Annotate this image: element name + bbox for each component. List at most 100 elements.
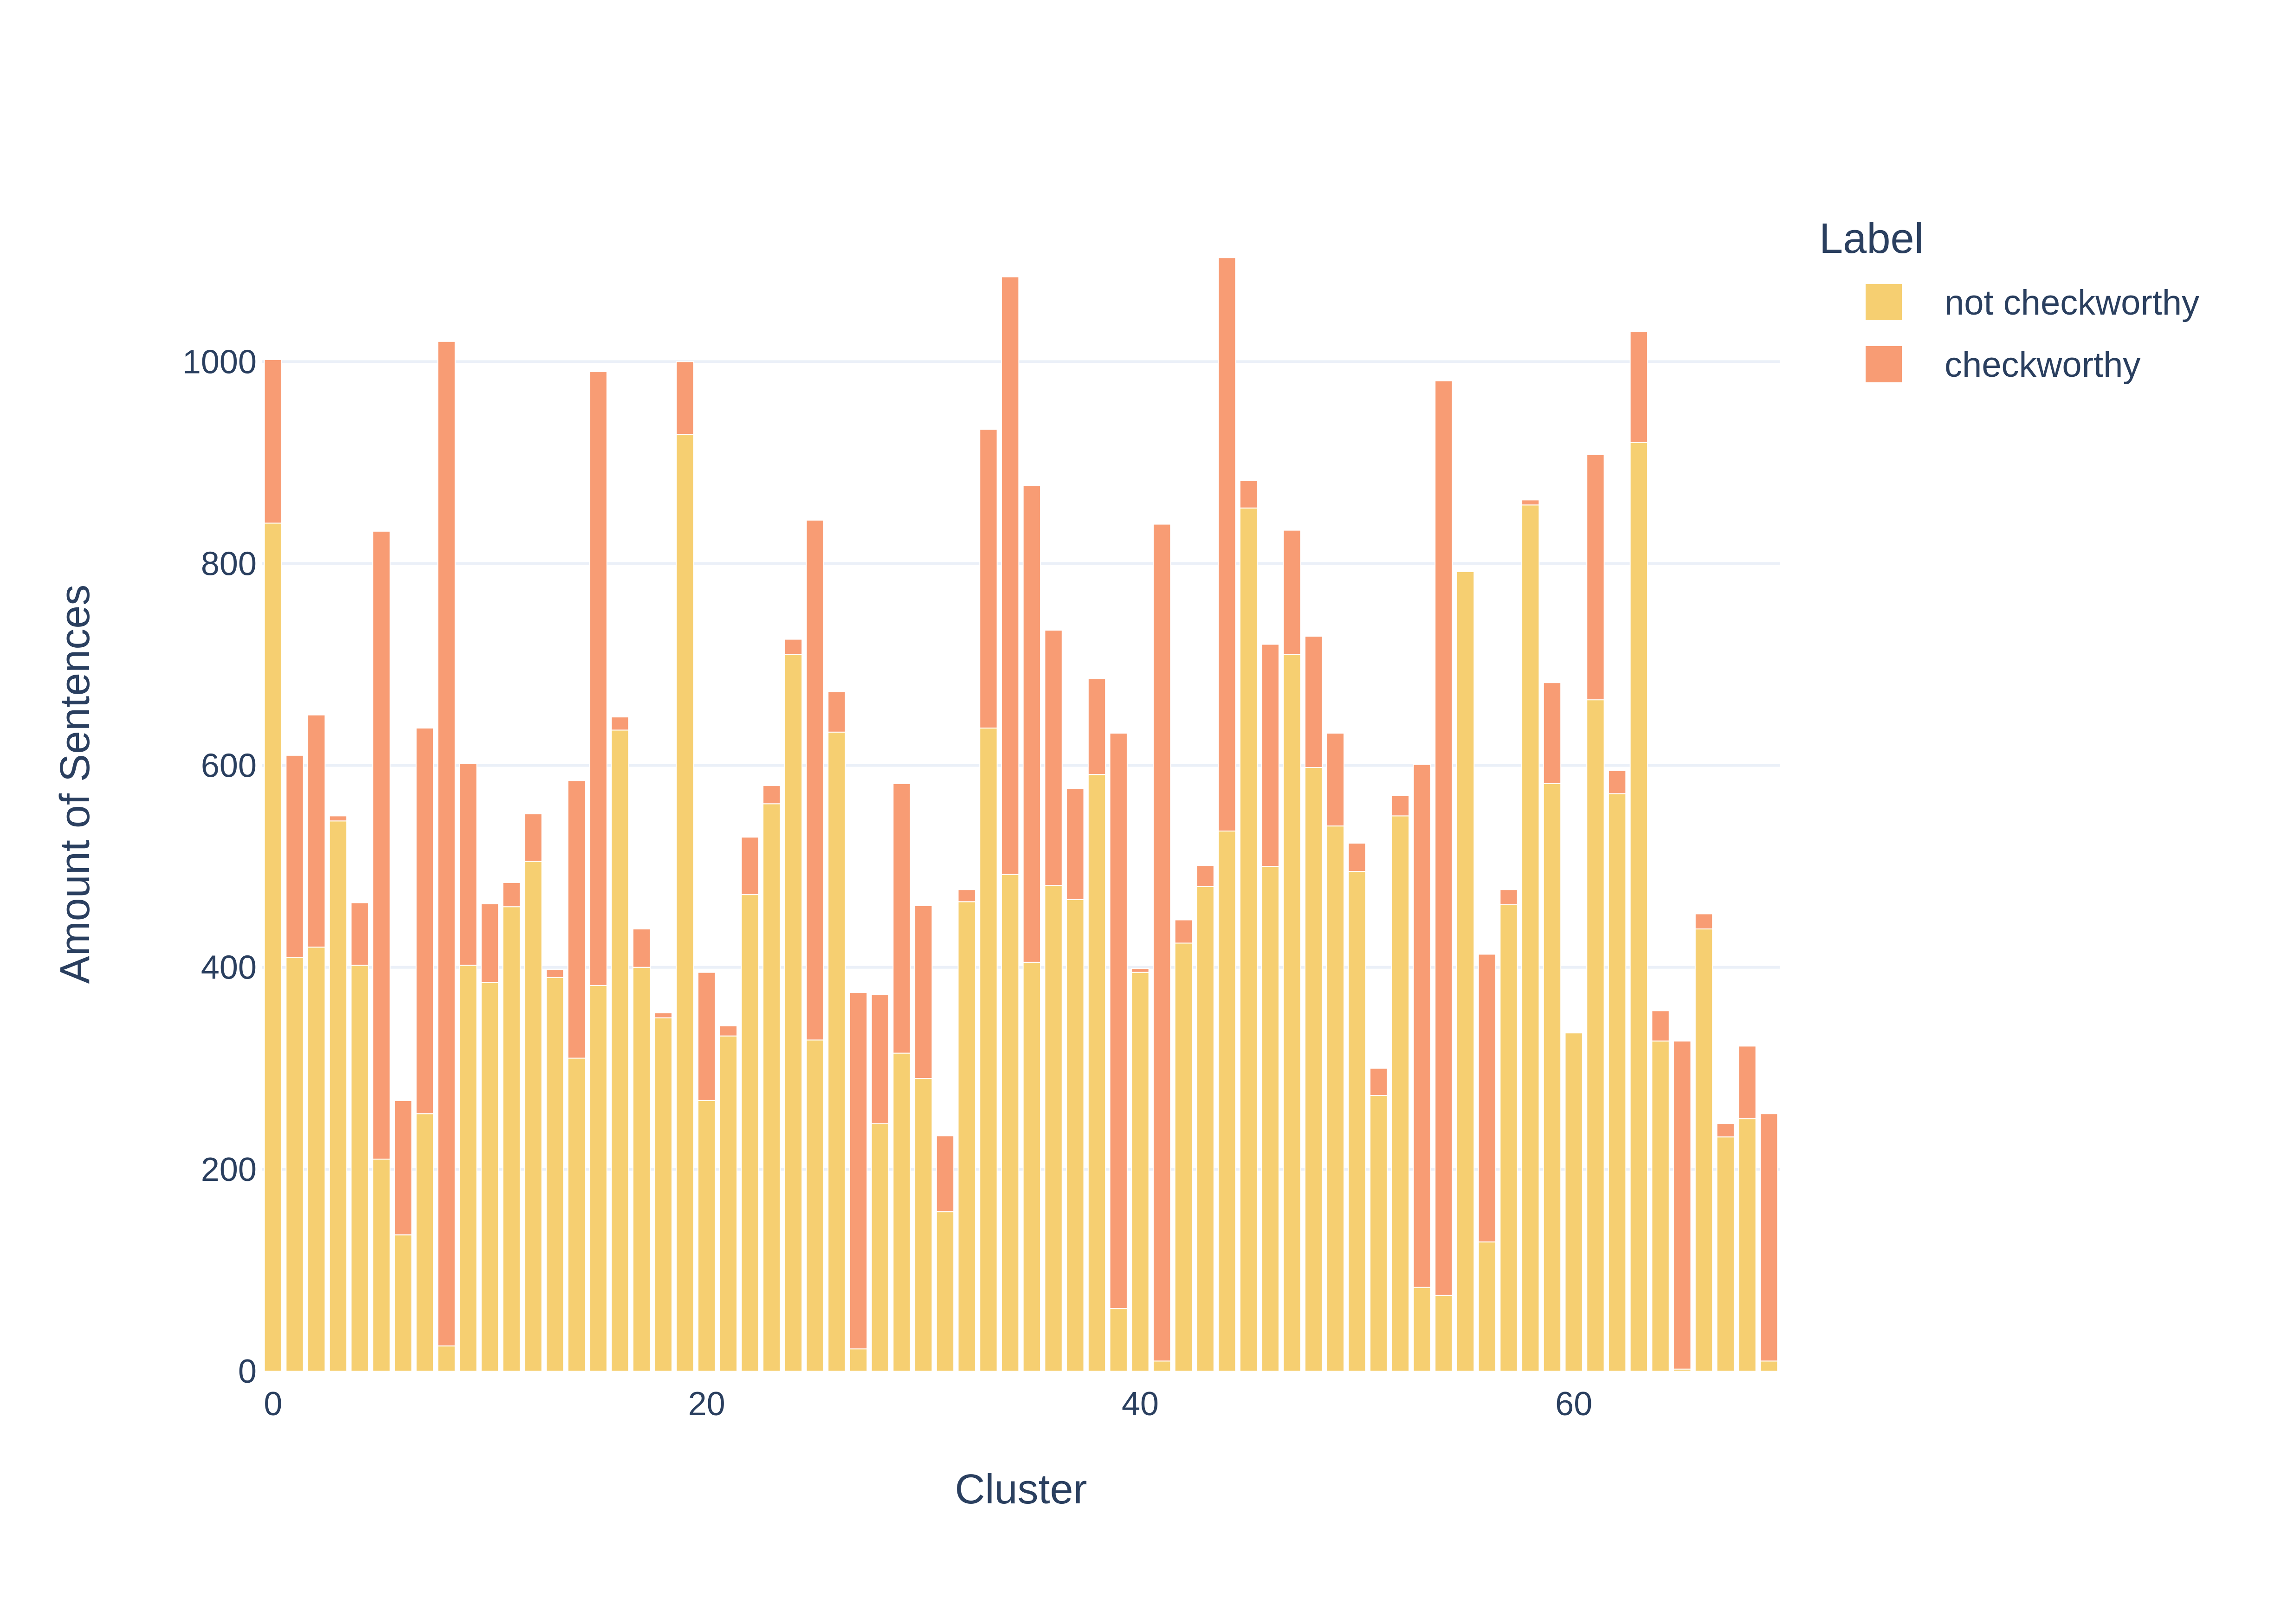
- bar-not-checkworthy-cluster-5[interactable]: [372, 1159, 391, 1372]
- bar-checkworthy-cluster-62[interactable]: [1608, 770, 1627, 794]
- bar-checkworthy-cluster-56[interactable]: [1478, 954, 1497, 1243]
- bar-checkworthy-cluster-16[interactable]: [611, 716, 629, 731]
- bar-checkworthy-cluster-29[interactable]: [892, 783, 911, 1054]
- bar-not-checkworthy-cluster-28[interactable]: [871, 1123, 890, 1372]
- bar-not-checkworthy-cluster-48[interactable]: [1304, 767, 1323, 1372]
- bar-checkworthy-cluster-39[interactable]: [1109, 732, 1128, 1309]
- bar-not-checkworthy-cluster-19[interactable]: [676, 433, 694, 1372]
- bar-not-checkworthy-cluster-59[interactable]: [1543, 783, 1562, 1372]
- bar-not-checkworthy-cluster-64[interactable]: [1651, 1040, 1670, 1372]
- bar-checkworthy-cluster-37[interactable]: [1066, 788, 1085, 900]
- bar-checkworthy-cluster-5[interactable]: [372, 530, 391, 1160]
- bar-not-checkworthy-cluster-54[interactable]: [1434, 1295, 1453, 1372]
- bar-not-checkworthy-cluster-34[interactable]: [1001, 874, 1020, 1372]
- bar-checkworthy-cluster-44[interactable]: [1218, 257, 1236, 832]
- bar-checkworthy-cluster-23[interactable]: [762, 785, 781, 805]
- bar-not-checkworthy-cluster-49[interactable]: [1326, 825, 1345, 1372]
- bar-not-checkworthy-cluster-7[interactable]: [415, 1113, 434, 1372]
- bar-not-checkworthy-cluster-45[interactable]: [1239, 507, 1258, 1372]
- bar-not-checkworthy-cluster-36[interactable]: [1044, 885, 1063, 1372]
- bar-checkworthy-cluster-35[interactable]: [1022, 485, 1041, 963]
- bar-not-checkworthy-cluster-68[interactable]: [1738, 1118, 1757, 1372]
- bar-checkworthy-cluster-65[interactable]: [1673, 1040, 1692, 1370]
- bar-not-checkworthy-cluster-63[interactable]: [1629, 442, 1648, 1372]
- bar-checkworthy-cluster-7[interactable]: [415, 728, 434, 1115]
- bar-not-checkworthy-cluster-23[interactable]: [762, 803, 781, 1372]
- bar-not-checkworthy-cluster-46[interactable]: [1261, 866, 1279, 1372]
- bar-checkworthy-cluster-4[interactable]: [350, 902, 369, 966]
- bar-checkworthy-cluster-10[interactable]: [480, 903, 499, 983]
- bar-checkworthy-cluster-66[interactable]: [1694, 913, 1713, 930]
- bar-not-checkworthy-cluster-33[interactable]: [979, 728, 998, 1372]
- bar-checkworthy-cluster-26[interactable]: [827, 691, 846, 733]
- bar-not-checkworthy-cluster-41[interactable]: [1152, 1360, 1171, 1372]
- bar-not-checkworthy-cluster-2[interactable]: [307, 947, 326, 1372]
- bar-checkworthy-cluster-48[interactable]: [1304, 636, 1323, 768]
- bar-checkworthy-cluster-13[interactable]: [545, 969, 564, 978]
- bar-not-checkworthy-cluster-22[interactable]: [741, 894, 759, 1372]
- bar-checkworthy-cluster-21[interactable]: [719, 1025, 738, 1037]
- bar-checkworthy-cluster-69[interactable]: [1759, 1113, 1778, 1362]
- bar-not-checkworthy-cluster-58[interactable]: [1521, 504, 1540, 1372]
- bar-not-checkworthy-cluster-50[interactable]: [1348, 871, 1366, 1372]
- bar-checkworthy-cluster-47[interactable]: [1283, 529, 1301, 655]
- bar-not-checkworthy-cluster-51[interactable]: [1370, 1095, 1388, 1372]
- bar-not-checkworthy-cluster-62[interactable]: [1608, 793, 1627, 1372]
- bar-checkworthy-cluster-51[interactable]: [1370, 1068, 1388, 1096]
- bar-checkworthy-cluster-54[interactable]: [1434, 380, 1453, 1296]
- bar-checkworthy-cluster-27[interactable]: [849, 992, 868, 1350]
- bar-checkworthy-cluster-63[interactable]: [1629, 331, 1648, 443]
- bar-checkworthy-cluster-17[interactable]: [632, 928, 651, 968]
- bar-not-checkworthy-cluster-15[interactable]: [589, 985, 607, 1372]
- bar-checkworthy-cluster-59[interactable]: [1543, 682, 1562, 784]
- bar-not-checkworthy-cluster-10[interactable]: [480, 982, 499, 1372]
- bar-checkworthy-cluster-41[interactable]: [1152, 523, 1171, 1362]
- bar-not-checkworthy-cluster-3[interactable]: [329, 820, 348, 1372]
- bar-not-checkworthy-cluster-26[interactable]: [827, 731, 846, 1372]
- bar-checkworthy-cluster-18[interactable]: [654, 1012, 672, 1018]
- bar-checkworthy-cluster-38[interactable]: [1087, 678, 1106, 775]
- bar-not-checkworthy-cluster-12[interactable]: [524, 861, 543, 1372]
- bar-checkworthy-cluster-1[interactable]: [285, 754, 304, 958]
- bar-not-checkworthy-cluster-8[interactable]: [437, 1345, 456, 1372]
- bar-checkworthy-cluster-57[interactable]: [1499, 889, 1518, 905]
- bar-not-checkworthy-cluster-6[interactable]: [394, 1234, 413, 1372]
- bar-not-checkworthy-cluster-29[interactable]: [892, 1052, 911, 1372]
- bar-not-checkworthy-cluster-40[interactable]: [1131, 972, 1150, 1372]
- bar-checkworthy-cluster-32[interactable]: [957, 889, 976, 902]
- bar-not-checkworthy-cluster-66[interactable]: [1694, 928, 1713, 1372]
- bar-not-checkworthy-cluster-20[interactable]: [697, 1100, 716, 1372]
- bar-not-checkworthy-cluster-53[interactable]: [1413, 1287, 1431, 1372]
- bar-not-checkworthy-cluster-37[interactable]: [1066, 899, 1085, 1372]
- bar-not-checkworthy-cluster-30[interactable]: [914, 1078, 933, 1372]
- bar-checkworthy-cluster-42[interactable]: [1174, 919, 1193, 944]
- bar-checkworthy-cluster-0[interactable]: [264, 359, 283, 524]
- bar-not-checkworthy-cluster-55[interactable]: [1456, 571, 1475, 1372]
- bar-not-checkworthy-cluster-35[interactable]: [1022, 961, 1041, 1372]
- bar-not-checkworthy-cluster-61[interactable]: [1586, 699, 1605, 1372]
- bar-not-checkworthy-cluster-27[interactable]: [849, 1348, 868, 1372]
- bar-checkworthy-cluster-8[interactable]: [437, 341, 456, 1347]
- bar-checkworthy-cluster-31[interactable]: [936, 1135, 955, 1212]
- bar-checkworthy-cluster-30[interactable]: [914, 905, 933, 1079]
- bar-checkworthy-cluster-49[interactable]: [1326, 732, 1345, 827]
- bar-not-checkworthy-cluster-69[interactable]: [1759, 1360, 1778, 1372]
- bar-not-checkworthy-cluster-17[interactable]: [632, 967, 651, 1372]
- bar-checkworthy-cluster-28[interactable]: [871, 994, 890, 1124]
- bar-not-checkworthy-cluster-52[interactable]: [1391, 815, 1410, 1372]
- bar-checkworthy-cluster-52[interactable]: [1391, 795, 1410, 817]
- bar-not-checkworthy-cluster-67[interactable]: [1716, 1136, 1735, 1372]
- bar-not-checkworthy-cluster-39[interactable]: [1109, 1308, 1128, 1372]
- bar-checkworthy-cluster-11[interactable]: [502, 882, 521, 908]
- bar-not-checkworthy-cluster-21[interactable]: [719, 1035, 738, 1372]
- bar-checkworthy-cluster-53[interactable]: [1413, 764, 1431, 1288]
- bar-checkworthy-cluster-6[interactable]: [394, 1100, 413, 1236]
- bar-not-checkworthy-cluster-60[interactable]: [1564, 1032, 1583, 1372]
- bar-checkworthy-cluster-45[interactable]: [1239, 480, 1258, 509]
- bar-not-checkworthy-cluster-24[interactable]: [784, 654, 803, 1372]
- bar-not-checkworthy-cluster-0[interactable]: [264, 522, 283, 1372]
- bar-checkworthy-cluster-36[interactable]: [1044, 630, 1063, 886]
- bar-checkworthy-cluster-20[interactable]: [697, 972, 716, 1101]
- bar-not-checkworthy-cluster-13[interactable]: [545, 977, 564, 1372]
- bar-checkworthy-cluster-25[interactable]: [806, 519, 824, 1041]
